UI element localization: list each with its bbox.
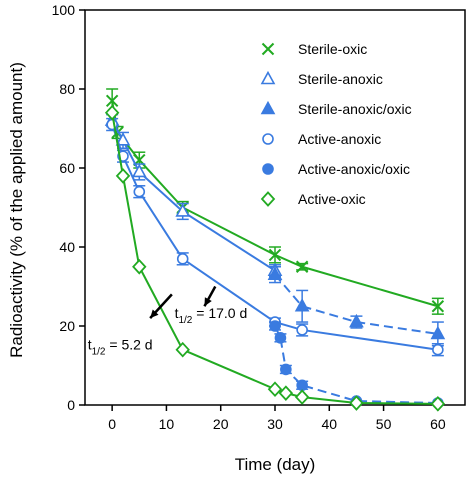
legend-marker <box>260 100 276 115</box>
y-tick-label: 60 <box>59 160 75 176</box>
data-point <box>132 258 147 275</box>
legend-label: Sterile-anoxic/oxic <box>298 101 412 117</box>
data-point <box>175 203 191 217</box>
data-point <box>294 298 310 312</box>
series-active-oxic <box>104 104 446 412</box>
x-tick-label: 10 <box>159 416 175 432</box>
data-point <box>115 132 131 146</box>
arrow-head <box>204 297 212 307</box>
data-point <box>268 248 282 262</box>
data-point <box>349 313 364 328</box>
y-tick-label: 0 <box>67 397 75 413</box>
legend-item: Active-anoxic/oxic <box>262 161 410 177</box>
x-tick-label: 30 <box>267 416 283 432</box>
axes: 0 10 20 30 40 50 60 0 20 40 60 80 100 <box>52 2 466 432</box>
data-point <box>104 104 120 121</box>
data-point <box>430 325 446 340</box>
data-point <box>115 168 131 184</box>
data-point <box>176 253 189 265</box>
half-life-subscript: 1/2 <box>92 347 106 358</box>
x-stroke <box>431 300 445 313</box>
series-sterile-anoxic-oxic <box>267 266 446 347</box>
legend-marker <box>260 191 276 207</box>
legend-label: Active-anoxic <box>298 131 381 147</box>
x-tick-label: 50 <box>376 416 392 432</box>
half-life-symbol: t <box>88 337 92 353</box>
data-point <box>295 260 309 273</box>
half-life-symbol: t <box>175 305 179 321</box>
series-line <box>274 273 439 335</box>
legend-marker <box>262 133 274 145</box>
data-point <box>274 332 287 344</box>
data-point <box>296 324 308 336</box>
legend-label: Active-oxic <box>298 191 366 207</box>
legend-label: Active-anoxic/oxic <box>298 161 410 177</box>
x-tick-label: 40 <box>321 416 337 432</box>
x-stroke <box>268 248 282 262</box>
x-axis-title: Time (day) <box>235 455 316 474</box>
series-sterile-anoxic <box>104 112 283 278</box>
data-point <box>296 379 308 392</box>
legend-label: Sterile-anoxic <box>298 71 383 87</box>
half-life-value: = 17.0 d <box>192 305 247 321</box>
arrow-head <box>150 309 159 319</box>
half-life-label: t1/2 = 5.2 d <box>88 337 153 358</box>
x-tick-label: 0 <box>108 416 116 432</box>
data-point <box>105 94 119 108</box>
annotations: t1/2 = 17.0 dt1/2 = 5.2 d <box>88 285 248 358</box>
data-point <box>131 163 147 178</box>
data-point <box>294 389 310 405</box>
legend-marker <box>262 163 274 175</box>
legend-item: Sterile-anoxic <box>260 70 383 87</box>
legend-item: Sterile-anoxic/oxic <box>260 100 412 117</box>
series-line <box>111 124 439 351</box>
x-tick-label: 20 <box>213 416 229 432</box>
legend-item: Active-anoxic <box>262 131 381 147</box>
x-stroke <box>295 260 309 273</box>
series-layer <box>104 88 446 412</box>
data-point <box>133 185 146 198</box>
data-point <box>269 320 281 332</box>
series-line <box>274 325 438 405</box>
x-stroke <box>105 94 119 108</box>
legend: Sterile-oxic Sterile-anoxic Sterile-anoxic… <box>260 41 412 207</box>
half-life-subscript: 1/2 <box>178 315 192 326</box>
legend-marker <box>261 42 275 56</box>
x-stroke <box>261 42 275 56</box>
legend-item: Sterile-oxic <box>261 41 367 57</box>
legend-marker <box>260 70 276 85</box>
data-point <box>267 381 283 398</box>
data-point <box>278 385 294 401</box>
x-tick-label: 60 <box>430 416 446 432</box>
y-tick-label: 100 <box>52 2 76 18</box>
data-point <box>267 266 283 280</box>
data-point <box>175 341 190 358</box>
data-point <box>432 343 444 356</box>
legend-label: Sterile-oxic <box>298 41 367 57</box>
y-axis-title: Radioactivity (% of the applied amount) <box>7 62 26 358</box>
data-point <box>430 395 446 412</box>
data-point <box>349 395 364 411</box>
data-point <box>431 300 445 313</box>
series-active-anoxic <box>106 117 444 357</box>
y-tick-label: 20 <box>59 318 75 334</box>
y-tick-label: 40 <box>59 239 75 255</box>
data-point <box>280 363 292 376</box>
y-tick-label: 80 <box>59 81 75 97</box>
half-life-label: t1/2 = 17.0 d <box>175 305 248 326</box>
legend-item: Active-oxic <box>260 191 366 207</box>
half-life-value: = 5.2 d <box>106 337 153 353</box>
